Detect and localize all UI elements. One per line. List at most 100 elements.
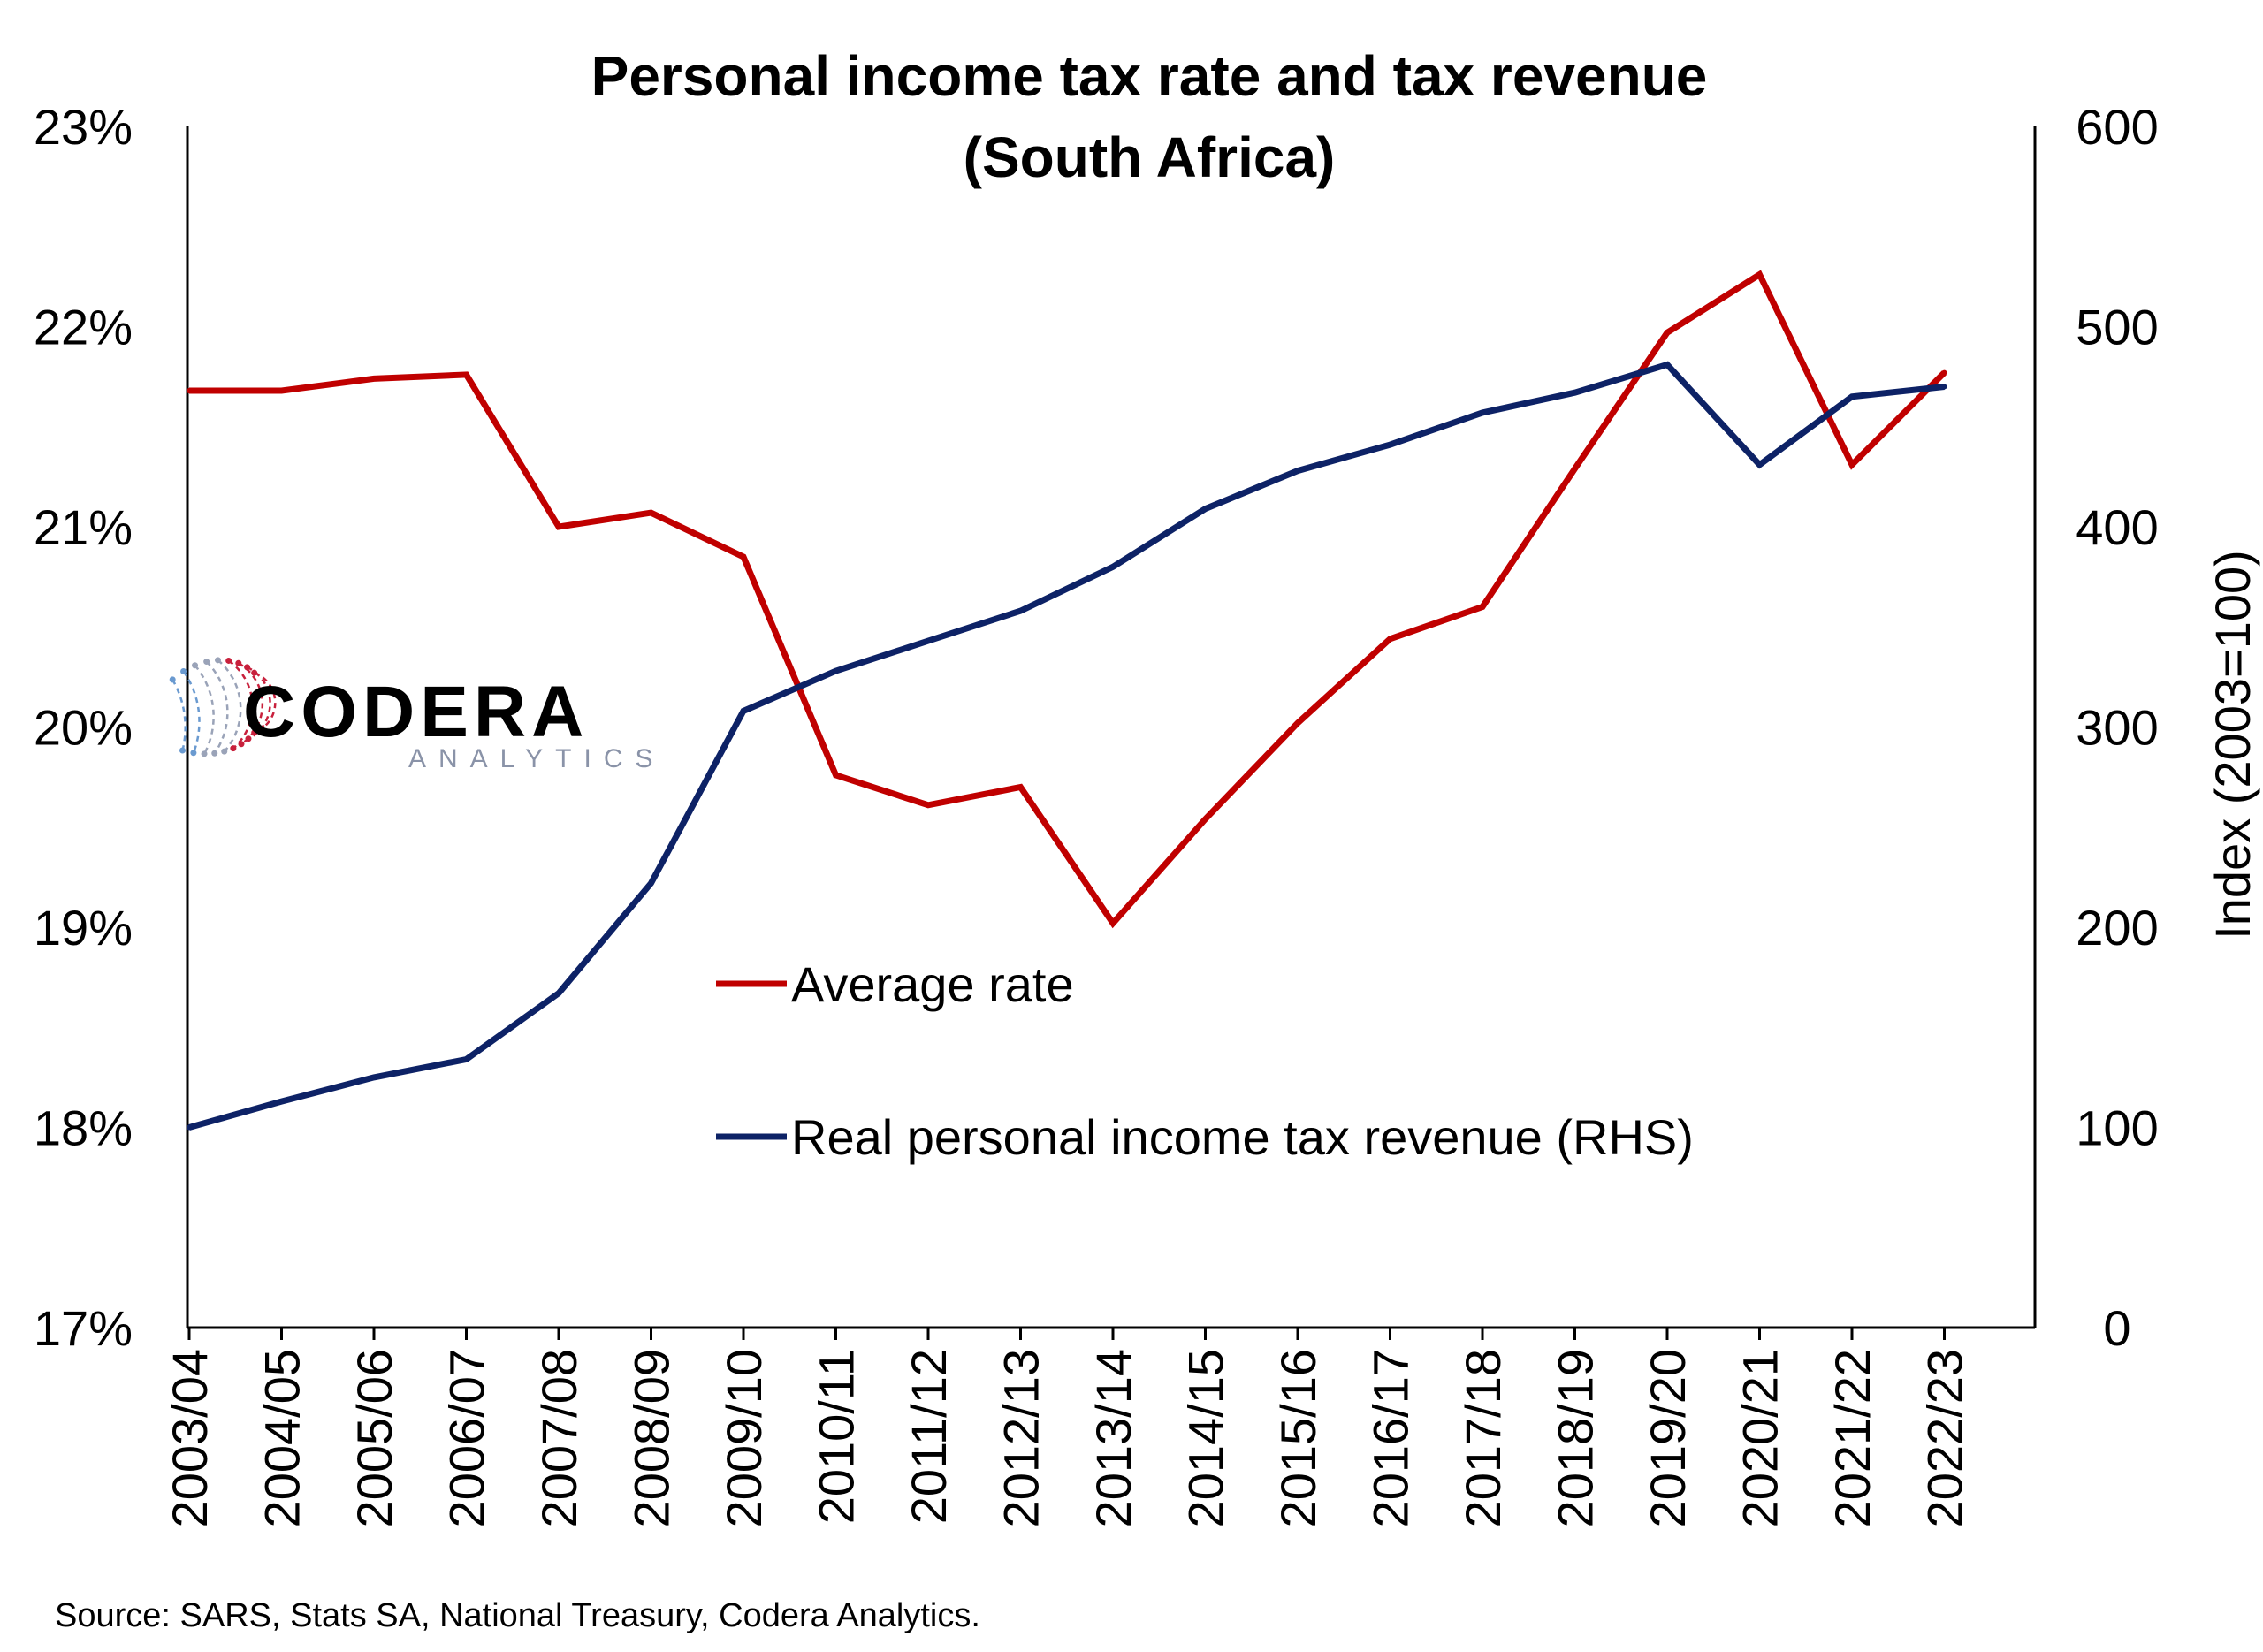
x-tick-label: 2010/11 [809,1349,865,1524]
series-point [1665,362,1670,368]
x-tick-label: 2012/13 [994,1349,1049,1527]
x-tick-label: 2020/21 [1733,1349,1788,1527]
x-tick-label: 2008/09 [624,1349,680,1527]
series-point [1017,608,1024,614]
logo-arc [227,659,254,750]
right-tick-label: 100 [2076,1100,2158,1156]
series-point [371,1074,377,1080]
series-point [741,708,746,714]
logo-arc [217,659,242,753]
series-point [1941,384,1947,390]
right-tick-label: 500 [2076,300,2158,355]
logo-tagline: ANALYTICS [408,744,666,773]
x-tick-label: 2019/20 [1640,1349,1695,1527]
left-tick-label: 21% [34,499,133,555]
series-point [1202,506,1208,512]
x-tick-label: 2013/14 [1086,1349,1141,1527]
x-tick-label: 2011/12 [901,1349,956,1524]
series-point [741,553,746,560]
logo-dot [180,668,187,675]
logo-dot [201,750,208,757]
series-point [1295,468,1300,474]
series-point [1572,466,1578,472]
logo-arc [238,662,264,745]
x-tick-label: 2015/16 [1270,1349,1326,1527]
logo-arc [194,664,215,755]
left-tick-label: 18% [34,1100,133,1156]
x-tick-label: 2021/22 [1825,1349,1880,1527]
right-tick-label: 400 [2076,499,2158,555]
logo-arc [182,670,201,754]
right-tick-label: 300 [2076,700,2158,756]
series-point [1480,604,1485,610]
x-tick-label: 2018/19 [1548,1349,1604,1527]
series-point [187,1124,192,1131]
right-tick-label: 200 [2076,900,2158,955]
series-point [371,376,377,382]
logo-arc [247,666,271,740]
logo-arc [254,672,277,734]
series-point [1756,271,1763,278]
series-point [833,772,839,778]
series-point [1572,390,1578,396]
logo-dot [244,664,251,671]
series-point [187,387,192,393]
series-point [278,1099,285,1105]
x-tick-label: 2017/18 [1455,1349,1511,1527]
right-tick-label: 600 [2076,99,2158,155]
logo-arc [205,660,229,755]
series-point [648,510,654,516]
chart-legend: Average rate Real personal income tax rev… [716,956,1694,1165]
series-line-average-rate [189,270,1947,929]
x-tick-label: 2016/17 [1363,1349,1419,1527]
logo-dot [214,657,221,664]
series-point [1849,461,1855,468]
logo-dot [190,750,197,757]
x-tick-label: 2005/06 [347,1349,402,1527]
series-point [1110,564,1116,570]
left-tick-label: 20% [34,700,133,756]
legend-label: Real personal income tax revenue (RHS) [791,1109,1694,1165]
logo-dot [179,747,186,754]
series-point [1665,330,1670,336]
logo-dot [221,748,228,755]
logo-dot [230,745,237,752]
chart-subtitle: (South Africa) [964,126,1336,189]
series-point [926,802,931,808]
x-tick-label: 2007/08 [531,1349,587,1527]
series-point [556,990,561,996]
left-tick-label: 19% [34,900,133,955]
x-tick-label: 2003/04 [162,1349,217,1527]
codera-logo: CODERA ANALYTICS [169,657,666,773]
series-point [1387,442,1393,448]
series-point [648,880,654,887]
legend-label: Average rate [791,956,1074,1012]
series-point [1849,393,1855,400]
series-point [1110,920,1116,926]
series-point [1017,784,1024,790]
right-tick-label: 0 [2103,1300,2130,1356]
series-point [833,668,839,674]
right-axis-label: Index (2003=100) [2205,550,2260,940]
series-point [1480,409,1485,415]
series-point [1387,636,1393,642]
series-point [463,371,469,377]
series-point [463,1056,469,1062]
chart-title: Personal income tax rate and tax revenue [591,44,1708,108]
x-tick-label: 2014/15 [1178,1349,1234,1527]
right-axis-ticks: 0 100 200 300 400 500 600 [2076,99,2158,1356]
logo-dot [203,659,210,666]
series-point [1756,461,1763,468]
left-axis-ticks: 17% 18% 19% 20% 21% 22% 23% [34,99,133,1356]
left-tick-label: 22% [34,300,133,355]
x-axis-ticks: 2003/04 2004/05 2005/06 2006/07 2007/08 2008/… [162,1328,1973,1527]
logo-name: CODERA [243,672,589,752]
series-point [556,524,561,529]
x-tick-label: 2022/23 [1917,1349,1973,1527]
logo-dot [211,750,218,757]
logo-dot [251,669,258,676]
x-tick-label: 2004/05 [255,1349,310,1527]
series-point [278,387,285,393]
logo-dot [169,676,176,683]
